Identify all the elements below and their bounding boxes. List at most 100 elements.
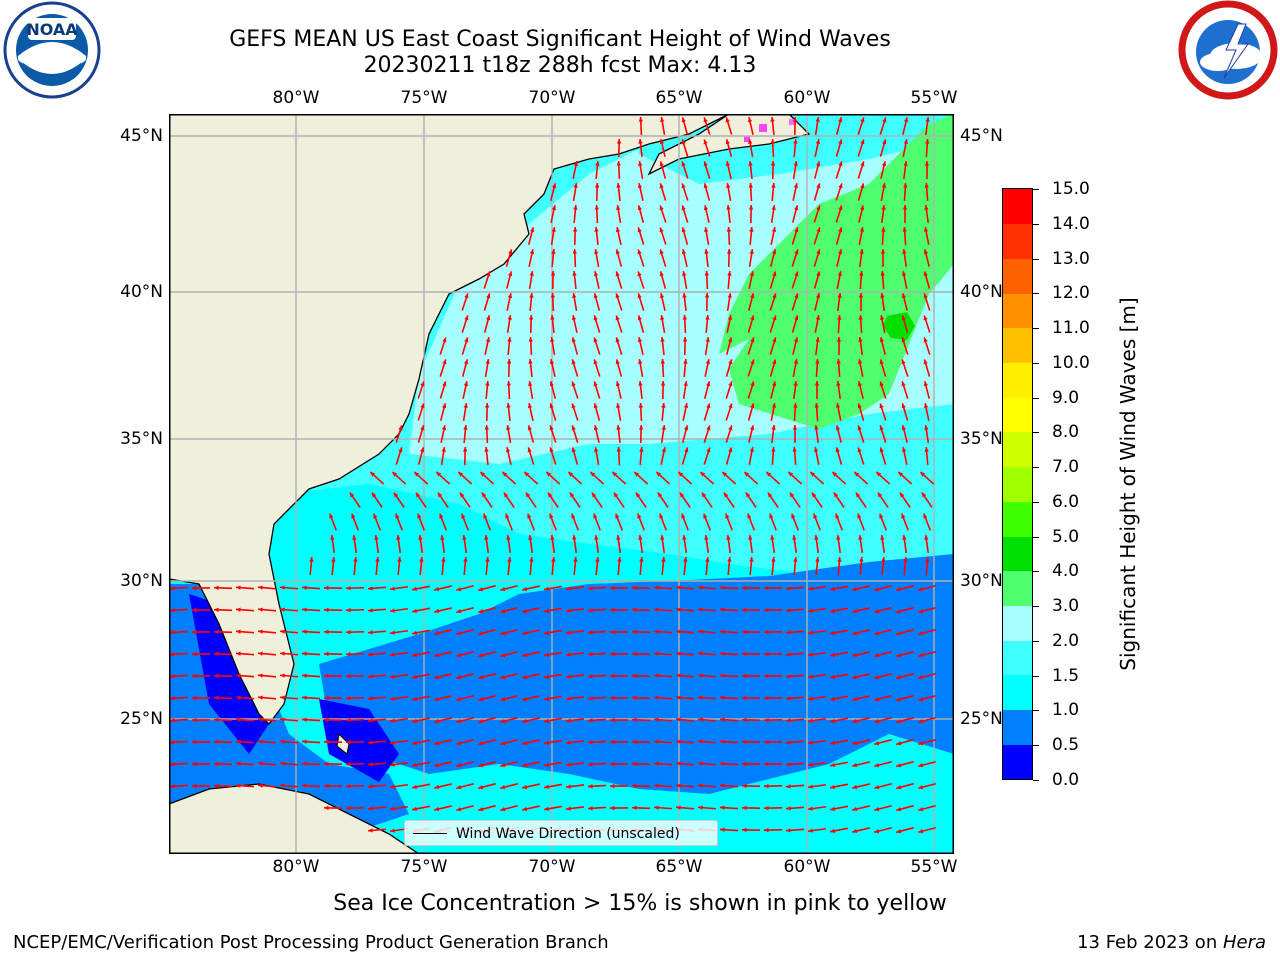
wind-vector-head: [170, 586, 175, 591]
wind-vector-head: [478, 741, 484, 746]
wind-vector-head: [874, 719, 880, 724]
wind-vector-head: [808, 740, 813, 745]
lon-label-bottom-60w: 60°W: [783, 857, 831, 877]
wind-vector-head: [771, 205, 776, 210]
wind-vector-head: [478, 675, 484, 680]
wind-vector-head: [484, 447, 489, 452]
colorbar-segment: [1003, 293, 1032, 329]
wind-vector-head: [859, 227, 864, 232]
wind-vector-head: [637, 249, 642, 255]
wind-vector-head: [896, 697, 902, 702]
wind-vector-head: [901, 271, 907, 277]
wind-vector-head: [858, 315, 863, 320]
wind-vector-head: [791, 513, 796, 519]
wind-vector-head: [441, 425, 447, 431]
wind-vector-head: [794, 249, 799, 255]
wind-vector-head: [813, 447, 819, 453]
wind-vector-head: [192, 651, 197, 657]
wind-vector-head: [236, 629, 241, 634]
wind-vector-head: [660, 381, 666, 386]
wind-vector-head: [566, 674, 571, 679]
wind-vector-head: [874, 829, 880, 834]
wind-vector-head: [632, 739, 637, 745]
wind-vector-head: [593, 381, 598, 387]
wind-vector-head: [772, 293, 777, 299]
lon-label-bottom-65w: 65°W: [655, 857, 703, 877]
wind-vector-head: [793, 557, 798, 562]
wind-vector-head: [522, 806, 528, 812]
wind-vector-head: [838, 205, 843, 211]
wind-vector-head: [852, 586, 858, 592]
wind-vector-head: [478, 807, 484, 812]
wind-vector-head: [874, 609, 880, 614]
colorbar-tick: [1033, 780, 1039, 781]
wind-vector-head: [742, 783, 747, 789]
wind-vector-head: [506, 535, 511, 540]
wind-vector-head: [615, 337, 620, 343]
wind-vector-head: [638, 403, 643, 408]
wind-vector-head: [593, 425, 599, 431]
wind-vector-head: [857, 425, 862, 431]
wind-vector-head: [747, 117, 753, 123]
wind-vector-head: [654, 629, 659, 634]
wind-vector-head: [852, 696, 858, 702]
wind-vector-head: [901, 447, 907, 453]
wind-vector-head: [748, 183, 753, 188]
wind-vector-head: [852, 806, 858, 812]
wind-vector-head: [882, 139, 887, 145]
wind-vector-head: [390, 784, 395, 789]
wind-vector-head: [610, 651, 615, 657]
wind-vector-head: [830, 630, 835, 635]
wind-vector-head: [572, 227, 578, 232]
wind-vector-head: [771, 403, 776, 408]
wind-vector-head: [786, 608, 791, 613]
wind-vector-head: [368, 608, 373, 613]
wind-vector-head: [478, 609, 484, 614]
wind-vector-head: [920, 471, 926, 477]
wind-vector-head: [500, 696, 506, 702]
wind-vector-head: [549, 425, 554, 431]
wind-vector-head: [792, 117, 798, 122]
wind-vector-head: [390, 718, 395, 723]
wind-vector-head: [654, 585, 659, 590]
wind-vector-head: [698, 783, 703, 788]
wind-vector-head: [571, 403, 576, 409]
wind-vector-head: [661, 425, 666, 430]
wind-vector-head: [214, 717, 219, 722]
wind-vector-head: [923, 381, 928, 387]
wind-vector-head: [901, 381, 906, 387]
wind-vector-head: [571, 359, 576, 365]
wind-vector-head: [854, 471, 860, 477]
wind-vector-head: [744, 471, 750, 477]
wind-vector-head: [566, 586, 571, 591]
wind-vector-head: [549, 381, 554, 387]
wind-vector-head: [764, 717, 769, 723]
wind-vector-head: [412, 784, 417, 789]
colorbar-tick: [1033, 189, 1039, 190]
wind-vector-head: [923, 293, 928, 299]
lon-label-top-70w: 70°W: [528, 88, 576, 108]
wind-vector-head: [236, 761, 241, 766]
lat-label-right-30n: 30°N: [960, 571, 1003, 591]
wind-vector-head: [727, 315, 733, 321]
wind-vector-head: [793, 183, 799, 189]
wind-vector-head: [683, 403, 689, 409]
wind-vector-head: [594, 249, 599, 254]
lon-label-bottom-55w: 55°W: [910, 857, 958, 877]
wind-vector-head: [508, 271, 513, 277]
colorbar-tick-label: 0.0: [1052, 770, 1080, 790]
wind-vector-head: [632, 783, 637, 789]
wind-vector-head: [170, 718, 175, 723]
wind-vector-head: [370, 471, 376, 477]
wind-vector-head: [918, 675, 924, 680]
wind-vector-head: [456, 653, 462, 658]
wind-vector-head: [390, 828, 395, 833]
wind-vector-head: [368, 652, 373, 657]
wind-vector-head: [676, 695, 681, 700]
wind-vector-head: [859, 249, 864, 254]
wind-vector-head: [390, 630, 395, 635]
wind-vector-head: [748, 139, 753, 144]
wind-vector-head: [703, 183, 708, 189]
wind-vector-head: [302, 651, 307, 656]
wind-vector-head: [750, 359, 755, 365]
